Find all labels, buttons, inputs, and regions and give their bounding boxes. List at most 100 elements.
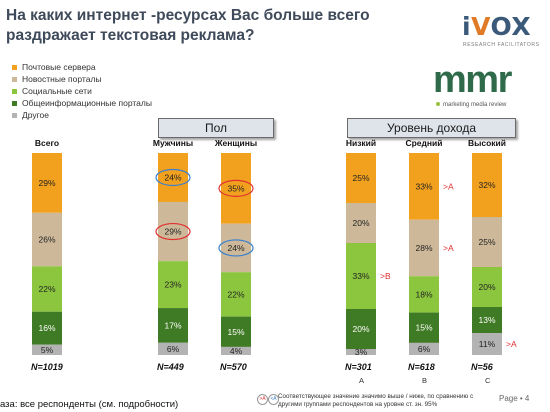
ivox-logo-ox: OX (490, 12, 532, 41)
bar-segment-низкий-4 (346, 349, 376, 355)
title-line-1: На каких интернет -ресурсах Вас больше в… (6, 7, 370, 24)
bar-segment-женщины-4 (221, 346, 251, 355)
bar-segment-низкий-2 (346, 243, 376, 309)
group-header-gender: Пол (158, 118, 274, 138)
mmr-tagline: marketing media review (436, 102, 506, 108)
mmr-logo: mmr (433, 59, 513, 101)
data-label: 5% (41, 345, 54, 355)
data-label: 13% (478, 315, 495, 325)
data-label: 18% (415, 289, 432, 299)
data-label: 17% (164, 320, 181, 330)
bar-segment-высокий-2 (472, 267, 502, 307)
bar-segment-всего-4 (32, 344, 62, 355)
data-label: 20% (352, 218, 369, 228)
data-label: 3% (355, 347, 368, 357)
bar-segment-всего-3 (32, 311, 62, 345)
data-label: 24% (164, 172, 181, 182)
data-label: 23% (164, 280, 181, 290)
data-label: 24% (227, 243, 244, 253)
bar-segment-мужчины-0 (158, 153, 188, 202)
data-label: 15% (227, 327, 244, 337)
legend-item: Почтовые сервера (12, 61, 152, 73)
ivox-logo-i: i (462, 12, 472, 41)
bar-segment-высокий-4 (472, 333, 502, 355)
mmr-dot-icon (436, 102, 440, 107)
data-label: 25% (352, 173, 369, 183)
bar-segment-средний-0 (409, 153, 439, 220)
column-letter: C (485, 376, 491, 385)
data-label: 20% (478, 282, 495, 292)
data-label: 33% (415, 181, 432, 191)
significance-marker: >B (380, 271, 391, 281)
mmr-logo-r: r (497, 59, 513, 101)
category-label: Мужчины (152, 138, 194, 148)
legend-item: Общеинформационные порталы (12, 97, 152, 109)
column-letter: B (422, 376, 428, 385)
legend-swatch (12, 112, 17, 118)
data-label: 22% (227, 289, 244, 299)
note-badge-lower: <A (268, 394, 279, 405)
data-label: 11% (479, 339, 496, 349)
legend-label: Почтовые сервера (22, 62, 96, 72)
data-label: 16% (38, 323, 55, 333)
bar-segment-женщины-0 (221, 153, 251, 224)
bar-segment-низкий-0 (346, 153, 376, 203)
chart-legend: Почтовые сервера Новостные порталы Социаль… (12, 61, 152, 121)
category-label: Средний (405, 138, 443, 148)
significance-marker: >A (506, 339, 517, 349)
bar-segment-всего-2 (32, 266, 62, 312)
legend-swatch (12, 76, 17, 82)
data-label: 25% (478, 237, 495, 247)
bar-segment-мужчины-3 (158, 308, 188, 343)
bar-segment-высокий-3 (472, 307, 502, 333)
data-label: 15% (415, 323, 432, 333)
bar-segment-мужчины-2 (158, 261, 188, 309)
data-label: 4% (230, 346, 243, 356)
bar-segment-средний-1 (409, 219, 439, 277)
data-label: 22% (38, 284, 55, 294)
significance-marker: >A (443, 243, 454, 253)
data-label: 29% (164, 227, 181, 237)
page-title: На каких интернет -ресурсах Вас больше в… (6, 6, 396, 46)
legend-label: Общеинформационные порталы (22, 98, 152, 108)
bar-segment-женщины-1 (221, 223, 251, 273)
data-label: 6% (418, 344, 431, 354)
legend-swatch (12, 100, 17, 106)
group-header-income: Уровень дохода (347, 118, 516, 138)
note-line-1: Соответствующее значение значимо выше / … (278, 393, 474, 400)
legend-item: Другое (12, 109, 152, 121)
category-label: Всего (34, 138, 60, 148)
column-letter: A (359, 376, 365, 385)
legend-item: Социальные сети (12, 85, 152, 97)
significance-marker: >A (443, 181, 454, 191)
legend-label: Социальные сети (22, 86, 92, 96)
data-label: 33% (352, 271, 369, 281)
ivox-logo: iVOX (462, 12, 531, 41)
bar-segment-низкий-3 (346, 309, 376, 349)
bar-segment-средний-2 (409, 276, 439, 313)
data-label: 32% (478, 180, 495, 190)
legend-swatch (12, 64, 17, 70)
base-label: N=1019 (31, 362, 63, 372)
highlight-ellipse (218, 239, 254, 257)
legend-item: Новостные порталы (12, 73, 152, 85)
mmr-tagline-text: marketing media review (443, 102, 507, 108)
footer-base-text: аза: все респонденты (см. подробности) (0, 399, 179, 410)
base-label: N=449 (157, 362, 184, 372)
ivox-logo-v: V (471, 12, 491, 41)
ivox-tagline: RESEARCH FACILITATORS (463, 42, 540, 48)
data-label: 29% (38, 178, 55, 188)
note-badge-higher: >A (257, 394, 268, 405)
bar-segment-всего-0 (32, 153, 62, 213)
highlight-ellipse (155, 222, 191, 241)
bar-segment-средний-4 (409, 342, 439, 355)
base-label: N=301 (345, 362, 372, 372)
category-label: Низкий (345, 138, 377, 148)
category-label: Высокий (467, 138, 507, 148)
legend-label: Другое (22, 110, 50, 120)
highlight-ellipse (218, 179, 254, 197)
legend-label: Новостные порталы (22, 74, 102, 84)
legend-swatch (12, 88, 17, 94)
bar-segment-высокий-0 (472, 153, 502, 217)
bar-segment-всего-1 (32, 212, 62, 267)
